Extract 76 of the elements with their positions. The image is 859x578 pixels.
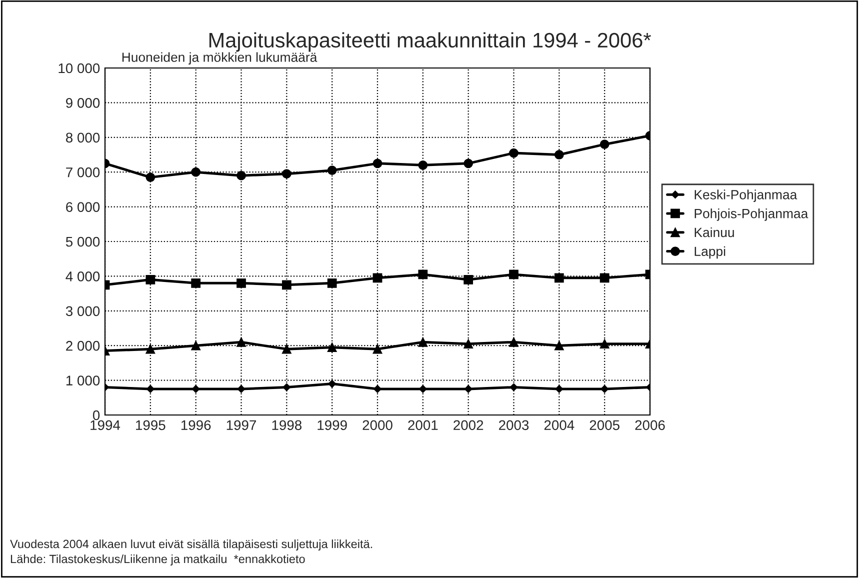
x-tick-label: 2006: [635, 420, 665, 430]
point: [146, 172, 156, 182]
point: [146, 344, 156, 354]
y-tick-label: 4 000: [66, 272, 100, 282]
point: [509, 270, 518, 280]
legend-label: Keski-Pohjanmaa: [694, 190, 798, 202]
x-tick-label: 1995: [136, 420, 166, 430]
point: [282, 280, 292, 290]
point: [282, 169, 292, 179]
chart-title: Majoituskapasiteetti maakunnittain 1994 - 2006*: [209, 32, 651, 52]
point: [191, 340, 201, 350]
point: [327, 342, 337, 352]
point: [282, 344, 292, 354]
point: [192, 385, 200, 393]
point: [600, 385, 609, 393]
point: [372, 344, 382, 354]
point: [146, 385, 154, 393]
point: [510, 383, 518, 392]
point: [554, 340, 564, 350]
point: [146, 274, 156, 284]
y-tick-label: 5 000: [66, 236, 100, 247]
legend-label: Kainuu: [694, 227, 734, 238]
point: [236, 337, 246, 347]
point: [555, 385, 564, 393]
y-tick-label: 8 000: [66, 132, 100, 143]
point: [237, 385, 246, 393]
point: [418, 160, 428, 170]
point: [600, 273, 610, 283]
point: [464, 274, 474, 284]
x-tick-label: 2005: [590, 420, 620, 430]
legend-label: Lappi: [694, 246, 726, 259]
point: [327, 278, 337, 288]
point: [327, 166, 337, 176]
x-tick-label: 1994: [90, 420, 120, 430]
y-tick-label: 6 000: [66, 202, 100, 212]
point: [236, 170, 246, 180]
y-tick-label: 9 000: [66, 98, 100, 108]
point: [328, 380, 336, 388]
y-tick-label: 2 000: [66, 340, 100, 351]
y-tick-label: 1 000: [66, 376, 100, 386]
y-axis-title: Huoneiden ja mökkien lukumäärä: [122, 52, 318, 65]
legend-label: Pohjois-Pohjanmaa: [694, 208, 808, 221]
x-tick-label: 1998: [272, 420, 302, 430]
x-tick-label: 1997: [226, 420, 256, 430]
y-tick-label: 0: [92, 410, 100, 420]
point: [554, 273, 564, 283]
point: [600, 339, 610, 349]
x-tick-label: 1999: [318, 420, 347, 430]
x-tick-label: 2000: [362, 420, 392, 430]
point: [236, 278, 246, 288]
point: [464, 158, 474, 168]
y-tick-label: 7 000: [66, 167, 100, 178]
point: [374, 385, 382, 393]
point: [554, 150, 564, 160]
point: [372, 273, 382, 283]
x-tick-label: 2002: [454, 420, 484, 430]
point: [418, 270, 428, 280]
point: [600, 140, 610, 150]
point: [191, 167, 201, 177]
y-tick-label: 10 000: [58, 63, 100, 74]
point: [464, 339, 474, 349]
x-tick-label: 2003: [499, 420, 529, 430]
text: Lähde: Tilastokeskus/Liikenne ja matkailu *ennakkotieto: [10, 554, 305, 566]
point: [282, 383, 291, 392]
point: [418, 385, 427, 393]
point: [418, 337, 428, 347]
text: Vuodesta 2004 alkaen luvut eivät sisällä tilapäisesti suljettuja liikkeitä.: [10, 539, 372, 551]
x-tick-label: 2004: [544, 420, 574, 430]
point: [509, 148, 518, 158]
point: [509, 337, 518, 347]
x-tick-label: 1996: [181, 420, 211, 430]
point: [464, 385, 472, 393]
point: [191, 278, 201, 288]
point: [372, 158, 382, 168]
y-tick-label: 3 000: [66, 306, 100, 316]
x-tick-label: 2001: [408, 420, 438, 430]
